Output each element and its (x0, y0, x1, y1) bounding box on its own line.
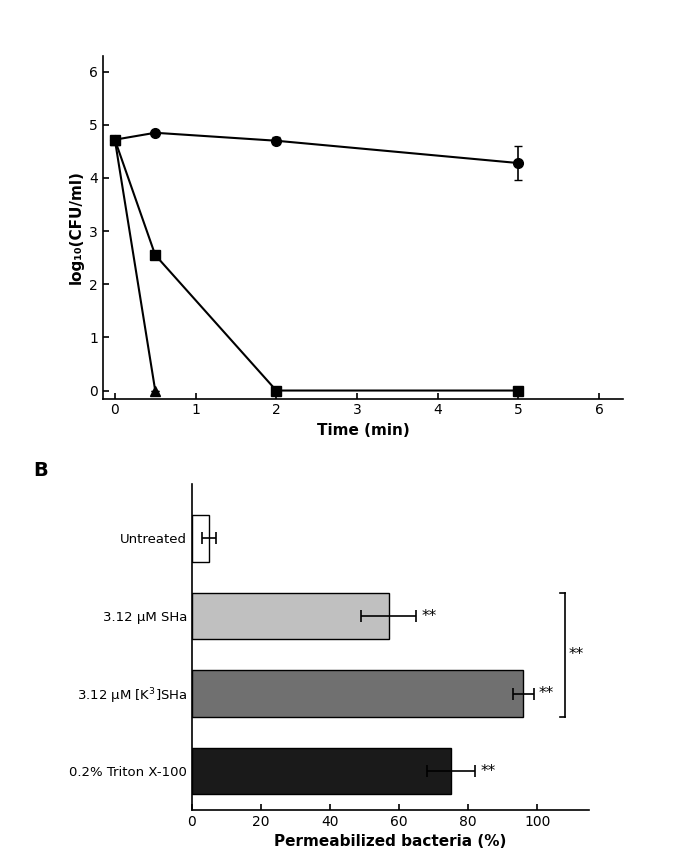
Bar (192, 593, 388, 639)
X-axis label: Permeabilized bacteria (%): Permeabilized bacteria (%) (274, 834, 507, 849)
Text: B: B (33, 461, 48, 481)
Text: **: ** (480, 764, 495, 779)
Bar (192, 670, 523, 716)
Y-axis label: log₁₀(CFU/ml): log₁₀(CFU/ml) (68, 171, 84, 284)
Bar (192, 515, 209, 561)
Text: **: ** (421, 608, 437, 624)
Bar (192, 748, 451, 794)
Text: **: ** (569, 647, 584, 662)
Text: **: ** (539, 686, 554, 701)
X-axis label: Time (min): Time (min) (316, 423, 410, 438)
